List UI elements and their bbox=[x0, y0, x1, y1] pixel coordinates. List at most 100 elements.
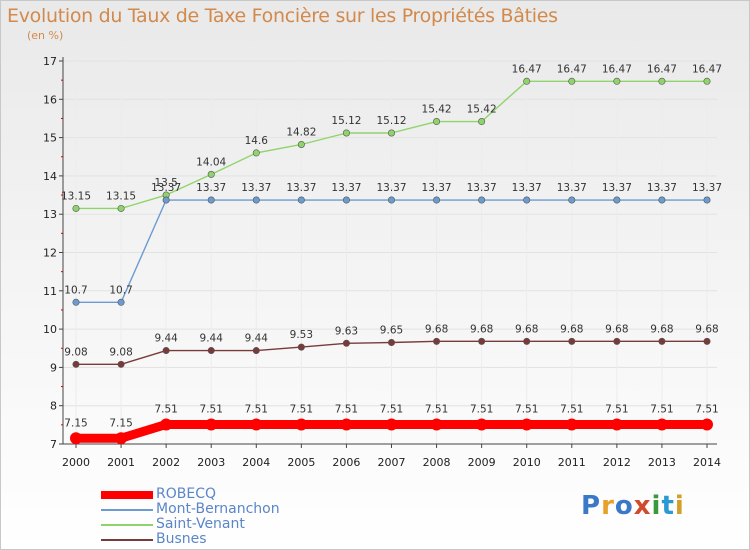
data-point bbox=[160, 418, 173, 431]
data-label: 9.08 bbox=[109, 346, 132, 358]
data-point bbox=[115, 432, 128, 445]
data-point bbox=[252, 347, 260, 355]
data-point bbox=[475, 418, 488, 431]
x-tick-label: 2012 bbox=[603, 456, 631, 469]
data-point bbox=[207, 170, 215, 178]
data-label: 9.68 bbox=[605, 323, 628, 335]
data-label: 13.37 bbox=[557, 182, 587, 194]
data-point bbox=[387, 339, 395, 347]
x-tick-label: 2010 bbox=[513, 456, 541, 469]
chart-title: Evolution du Taux de Taxe Foncière sur l… bbox=[7, 5, 558, 27]
data-point bbox=[658, 77, 666, 85]
x-tick-label: 2004 bbox=[242, 456, 270, 469]
data-point bbox=[523, 196, 531, 204]
data-point bbox=[297, 196, 305, 204]
data-label: 7.51 bbox=[245, 403, 268, 415]
y-tick-label: 12 bbox=[43, 247, 57, 260]
legend-label: Mont-Bernanchon bbox=[156, 501, 280, 517]
data-label: 10.7 bbox=[64, 284, 87, 296]
y-tick-label: 7 bbox=[50, 438, 57, 451]
data-label: 15.42 bbox=[422, 104, 452, 116]
data-label: 16.47 bbox=[557, 63, 587, 75]
data-point bbox=[340, 418, 353, 431]
data-point bbox=[613, 196, 621, 204]
data-label: 7.51 bbox=[470, 403, 493, 415]
data-point bbox=[252, 196, 260, 204]
x-tick-label: 2013 bbox=[648, 456, 676, 469]
x-tick-label: 2014 bbox=[693, 456, 721, 469]
data-label: 13.37 bbox=[376, 182, 406, 194]
data-point bbox=[433, 118, 441, 126]
legend-swatch bbox=[101, 539, 153, 541]
data-label: 15.42 bbox=[467, 104, 497, 116]
data-label: 13.15 bbox=[61, 190, 91, 202]
data-point bbox=[658, 196, 666, 204]
data-label: 7.15 bbox=[64, 417, 87, 429]
chart-unit-label: (en %) bbox=[27, 29, 64, 42]
data-point bbox=[703, 196, 711, 204]
data-point bbox=[205, 418, 218, 431]
x-tick-label: 2002 bbox=[152, 456, 180, 469]
x-tick-label: 2008 bbox=[423, 456, 451, 469]
data-point bbox=[701, 418, 713, 431]
data-point bbox=[387, 196, 395, 204]
data-label: 9.68 bbox=[560, 323, 583, 335]
data-label: 7.51 bbox=[425, 403, 448, 415]
data-point bbox=[117, 298, 125, 306]
data-point bbox=[295, 418, 308, 431]
data-point bbox=[568, 77, 576, 85]
data-label: 13.37 bbox=[286, 182, 316, 194]
data-label: 15.12 bbox=[376, 115, 406, 127]
data-label: 13.37 bbox=[196, 182, 226, 194]
legend-swatch bbox=[101, 524, 153, 526]
data-point bbox=[703, 77, 711, 85]
data-label: 7.51 bbox=[335, 403, 358, 415]
logo-letter: P bbox=[581, 491, 602, 521]
data-label: 15.12 bbox=[331, 115, 361, 127]
data-point bbox=[72, 298, 80, 306]
data-point bbox=[478, 337, 486, 345]
legend-label: Saint-Venant bbox=[156, 516, 245, 532]
data-label: 13.37 bbox=[331, 182, 361, 194]
data-point bbox=[613, 337, 621, 345]
data-label: 14.6 bbox=[245, 135, 269, 147]
logo-letter: x bbox=[633, 491, 652, 521]
y-tick-label: 9 bbox=[50, 361, 57, 374]
data-label: 7.51 bbox=[154, 403, 177, 415]
data-label: 7.51 bbox=[515, 403, 538, 415]
data-label: 7.51 bbox=[200, 403, 223, 415]
data-label: 9.44 bbox=[245, 333, 269, 345]
y-tick-label: 11 bbox=[43, 285, 57, 298]
data-point bbox=[72, 360, 80, 368]
data-label: 7.51 bbox=[650, 403, 673, 415]
data-point bbox=[433, 196, 441, 204]
data-point bbox=[207, 347, 215, 355]
data-label: 9.44 bbox=[200, 333, 224, 345]
legend-label: Busnes bbox=[156, 531, 207, 547]
data-label: 16.47 bbox=[647, 63, 677, 75]
data-label: 13.37 bbox=[422, 182, 452, 194]
data-point bbox=[252, 149, 260, 157]
x-tick-label: 2006 bbox=[332, 456, 360, 469]
data-label: 9.68 bbox=[470, 323, 493, 335]
logo-letter: t bbox=[661, 491, 675, 521]
data-point bbox=[613, 77, 621, 85]
data-label: 13.37 bbox=[467, 182, 497, 194]
data-label: 10.7 bbox=[109, 284, 132, 296]
data-label: 16.47 bbox=[512, 63, 542, 75]
data-label: 9.63 bbox=[335, 325, 358, 337]
data-point bbox=[703, 337, 711, 345]
logo-letter: i bbox=[674, 491, 685, 521]
data-point bbox=[568, 196, 576, 204]
y-tick-label: 14 bbox=[43, 170, 57, 183]
data-label: 13.15 bbox=[106, 190, 136, 202]
data-point bbox=[250, 418, 263, 431]
data-label: 7.51 bbox=[290, 403, 313, 415]
data-label: 13.37 bbox=[241, 182, 271, 194]
data-point bbox=[523, 77, 531, 85]
data-label: 13.37 bbox=[151, 182, 181, 194]
data-label: 9.68 bbox=[515, 323, 538, 335]
data-point bbox=[117, 360, 125, 368]
data-point bbox=[162, 347, 170, 355]
